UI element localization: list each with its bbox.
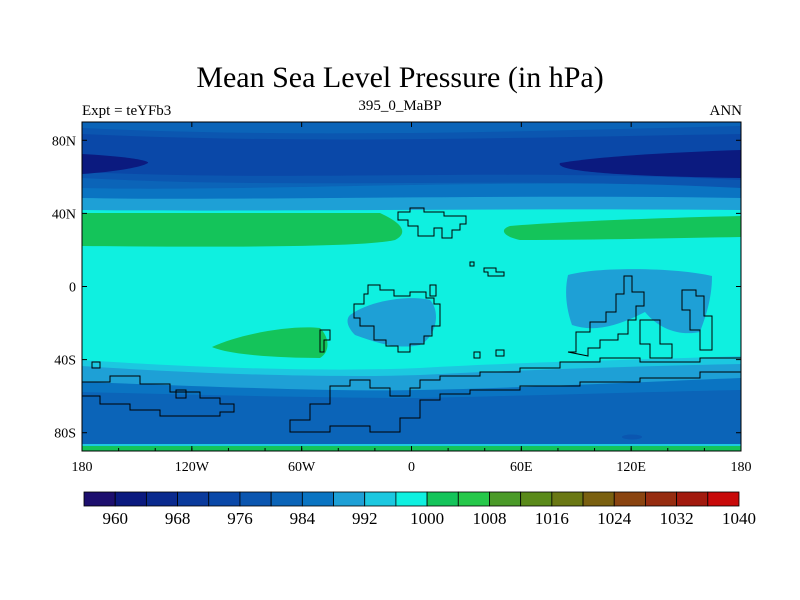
colorbar-swatch — [301, 491, 334, 507]
coast-small-4 — [473, 351, 481, 359]
colorbar-swatch — [707, 491, 740, 507]
coast-small-3 — [495, 349, 505, 357]
colorbar-label: 1016 — [535, 509, 569, 528]
colorbar-swatch — [551, 491, 584, 507]
colorbar-swatch — [676, 491, 709, 507]
y-tick-label: 0 — [69, 281, 76, 296]
coast-antarctica — [289, 357, 741, 433]
colorbar-swatch — [582, 491, 615, 507]
colorbar-swatch — [177, 491, 210, 507]
experiment-label: Expt = teYFb3 — [82, 103, 172, 119]
colorbar-swatch — [333, 491, 366, 507]
colorbar-swatch — [83, 491, 116, 507]
band-996-africa — [347, 298, 436, 347]
band-1004-north-east — [503, 216, 741, 240]
coast-eurasia — [397, 207, 467, 239]
x-tick-label: 120E — [616, 460, 646, 475]
band-north-992 — [82, 196, 741, 211]
y-tick-label: 80S — [54, 427, 76, 442]
colorbar-label: 1008 — [472, 509, 506, 528]
colorbar: 960 968 976 984 992 1000 1008 1016 1024 1032 1040 — [83, 491, 756, 528]
coast-asia — [567, 275, 645, 357]
band-1004-north-west — [82, 213, 403, 247]
coast-australia — [639, 319, 673, 359]
colorbar-label: 1000 — [410, 509, 444, 528]
y-tick-label: 80N — [52, 134, 76, 149]
colorbar-label: 1024 — [597, 509, 632, 528]
coast-africa — [353, 284, 441, 353]
time-label: 395_0_MaBP — [358, 98, 442, 114]
colorbar-label: 984 — [290, 509, 316, 528]
coast-islands-east — [681, 289, 713, 351]
x-tick-label: 60W — [288, 460, 316, 475]
colorbar-swatch — [520, 491, 553, 507]
contour-fill-layer — [82, 122, 741, 451]
colorbar-label: 992 — [352, 509, 378, 528]
band-south-1000-edge — [82, 444, 741, 446]
colorbar-swatch — [239, 491, 272, 507]
band-1004-south — [212, 327, 328, 358]
x-tick-label: 60E — [510, 460, 533, 475]
coast-small-west — [91, 361, 101, 369]
x-tick-label: 180 — [731, 460, 752, 475]
colorbar-swatch — [395, 491, 428, 507]
chart-title: Mean Sea Level Pressure (in hPa) — [196, 61, 604, 94]
season-label: ANN — [709, 103, 743, 119]
y-tick-label: 40N — [52, 207, 76, 222]
colorbar-swatch — [426, 491, 459, 507]
band-996-asia — [566, 269, 712, 334]
x-tick-label: 0 — [408, 460, 415, 475]
colorbar-swatch — [489, 491, 522, 507]
colorbar-label: 960 — [102, 509, 128, 528]
band-north-968-east — [559, 150, 741, 178]
x-tick-label: 120W — [175, 460, 210, 475]
colorbar-swatch — [145, 491, 178, 507]
colorbar-swatch — [457, 491, 490, 507]
colorbar-swatch — [645, 491, 678, 507]
colorbar-label: 1040 — [722, 509, 756, 528]
band-south-984 — [82, 390, 741, 451]
coast-west-africa — [319, 329, 331, 353]
coast-small-west-2 — [175, 389, 187, 399]
colorbar-label: 976 — [227, 509, 253, 528]
x-tick-label: 180 — [72, 460, 93, 475]
x-axis: 180 120W 60W 0 60E 120E 180 — [72, 122, 752, 475]
colorbar-swatch — [364, 491, 397, 507]
band-north-968 — [82, 154, 149, 174]
colorbar-swatch — [114, 491, 147, 507]
band-south-980-spot — [622, 434, 642, 440]
coast-small-1 — [469, 261, 475, 267]
y-axis: 80N 40N 0 40S 80S — [52, 134, 741, 442]
colorbar-label: 1032 — [660, 509, 694, 528]
y-tick-label: 40S — [54, 354, 76, 369]
colorbar-swatch — [613, 491, 646, 507]
coast-small-2 — [483, 267, 505, 277]
coast-africa-east — [429, 284, 437, 297]
colorbar-swatch — [270, 491, 303, 507]
coast-south-america — [82, 375, 235, 417]
colorbar-label: 968 — [165, 509, 191, 528]
colorbar-swatch — [208, 491, 241, 507]
coastline-layer — [82, 207, 741, 433]
